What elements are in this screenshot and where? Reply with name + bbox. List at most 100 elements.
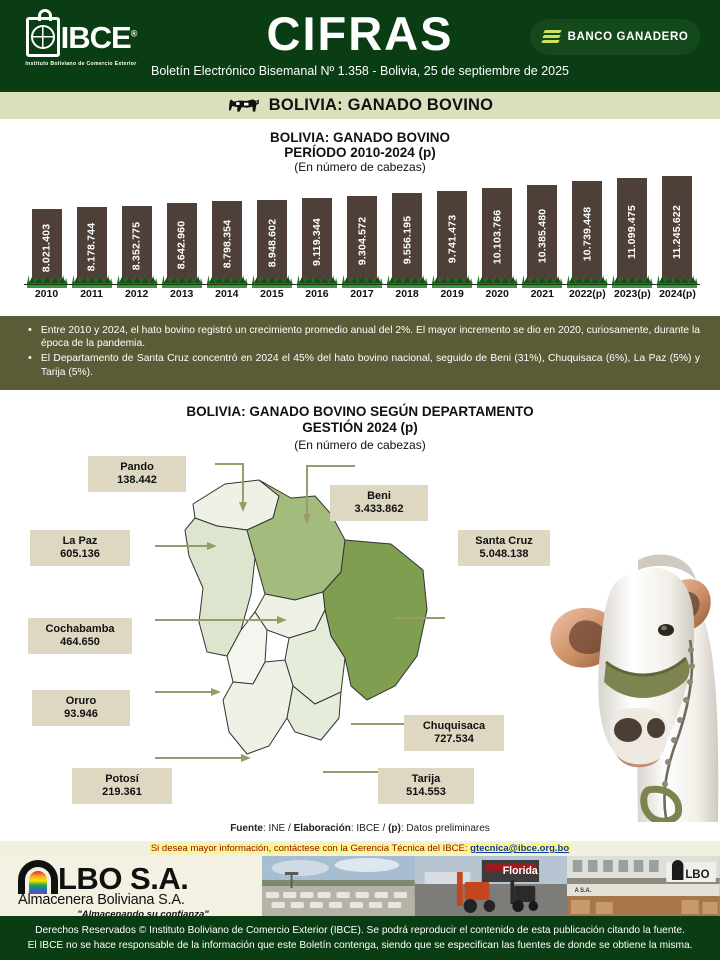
bar-column: 11.099.475 bbox=[610, 159, 655, 288]
contact-email-link[interactable]: gtecnica@ibce.org.bo bbox=[470, 843, 570, 854]
bar-2016: 9.119.344 bbox=[301, 197, 332, 287]
page-footer: Derechos Reservados © Instituto Bolivian… bbox=[0, 916, 720, 960]
albo-subtitle: Almacenera Boliviana S.A. bbox=[18, 892, 185, 908]
source-p-label: (p) bbox=[388, 823, 401, 834]
contact-bar: Si desea mayor información, contáctese c… bbox=[0, 841, 720, 856]
bar-column: 8.021.403 bbox=[24, 159, 69, 288]
grass-icon bbox=[296, 275, 338, 288]
ibce-logo-text: IBCE bbox=[60, 19, 132, 55]
map-label-value: 93.946 bbox=[64, 708, 98, 720]
source-elab-label: Elaboración bbox=[293, 823, 351, 834]
page-header: IBCE® Instituto Boliviano de Comercio Ex… bbox=[0, 0, 720, 92]
map-label-beni: Beni 3.433.862 bbox=[330, 485, 428, 521]
chart-section: BOLIVIA: GANADO BOVINO PERÍODO 2010-2024… bbox=[0, 119, 720, 315]
banco-ganadero-icon bbox=[540, 30, 562, 44]
map-label-value: 464.650 bbox=[60, 636, 100, 648]
bar-column: 8.642.960 bbox=[159, 159, 204, 288]
chart-title-line2: PERÍODO 2010-2024 (p) bbox=[284, 145, 436, 160]
bar-2017: 9.304.572 bbox=[346, 195, 377, 287]
bar-value-label: 9.304.572 bbox=[355, 217, 368, 266]
chart-axis-line bbox=[24, 284, 700, 285]
albo-arch-icon bbox=[18, 860, 58, 894]
bar-2018: 9.556.195 bbox=[392, 193, 423, 287]
bullet-icon: • bbox=[28, 324, 32, 336]
map-label-value: 219.361 bbox=[102, 786, 142, 798]
map-label-value: 138.442 bbox=[117, 474, 157, 486]
bar-value-label: 8.798.354 bbox=[220, 219, 233, 269]
bar-2022p: 10.739.448 bbox=[572, 181, 603, 287]
map-section: BOLIVIA: GANADO BOVINO SEGÚN DEPARTAMENT… bbox=[0, 390, 720, 840]
albo-logo[interactable]: LBO S.A. Almacenera Boliviana S.A. "Alma… bbox=[18, 860, 268, 916]
bar-value-label: 10.103.766 bbox=[491, 210, 504, 265]
bar-value-label: 8.642.960 bbox=[175, 220, 188, 270]
bar-column: 8.798.354 bbox=[204, 159, 249, 288]
bar-column: 8.178.744 bbox=[69, 159, 114, 288]
bar-value-label: 9.119.344 bbox=[310, 218, 323, 267]
x-axis-label: 2017 bbox=[350, 288, 374, 300]
map-label-value: 605.136 bbox=[60, 548, 100, 560]
grass-icon bbox=[567, 275, 608, 288]
bar-column: 9.741.473 bbox=[430, 159, 475, 288]
source-fuente-value: INE bbox=[268, 823, 286, 834]
map-label-name: Potosí bbox=[105, 773, 139, 785]
photo-label-florida: Florida bbox=[502, 865, 538, 877]
bar-column: 10.385.480 bbox=[520, 159, 565, 288]
source-elab-value: IBCE bbox=[356, 823, 380, 834]
x-axis-label: 2012 bbox=[124, 288, 149, 300]
footer-line-1: Derechos Reservados © Instituto Bolivian… bbox=[35, 925, 685, 936]
bar-value-label: 8.021.403 bbox=[40, 223, 53, 273]
footer-line-2: El IBCE no se hace responsable de la inf… bbox=[27, 940, 693, 951]
bar-column: 9.556.195 bbox=[385, 159, 430, 288]
section-title-strip: BOLIVIA: GANADO BOVINO bbox=[0, 92, 720, 119]
bar-2013: 8.642.960 bbox=[166, 202, 197, 287]
bar-value-label: 10.385.480 bbox=[536, 208, 549, 264]
bar-column: 8.352.775 bbox=[114, 159, 159, 288]
map-label-name: Chuquisaca bbox=[422, 720, 486, 732]
photo-yard bbox=[262, 856, 415, 916]
grass-icon bbox=[387, 275, 428, 288]
cow-photo bbox=[520, 522, 720, 825]
x-axis-label: 2018 bbox=[395, 288, 419, 300]
x-axis-label: 2019 bbox=[440, 288, 464, 300]
x-axis-label: 2013 bbox=[170, 288, 194, 300]
bolivia-map bbox=[155, 463, 445, 773]
grass-icon bbox=[432, 275, 473, 288]
map-label-cochabamba: Cochabamba 464.650 bbox=[28, 618, 132, 654]
banco-ganadero-badge[interactable]: BANCO GANADERO bbox=[530, 19, 700, 55]
bar-2014: 8.798.354 bbox=[211, 201, 242, 287]
map-subtitle: (En número de cabezas) bbox=[294, 438, 426, 452]
bar-2024p: 11.245.622 bbox=[662, 176, 693, 287]
cow-icon bbox=[228, 99, 259, 112]
chart-x-axis-labels: 2010 2011 2012 2013 2014 2015 2016 2017 2018 2019… bbox=[24, 288, 700, 306]
grass-icon bbox=[477, 275, 518, 288]
albo-wordmark: LBO S.A. bbox=[58, 861, 189, 896]
map-label-name: Pando bbox=[120, 461, 154, 473]
grass-icon bbox=[71, 275, 113, 288]
note-text: Entre 2010 y 2024, el hato bovino regist… bbox=[40, 325, 700, 350]
x-axis-label: 2016 bbox=[305, 288, 329, 300]
svg-text:A S.A.: A S.A. bbox=[575, 888, 592, 894]
chart-title: BOLIVIA: GANADO BOVINO PERÍODO 2010-2024… bbox=[0, 130, 720, 160]
x-axis-label: 2023(p) bbox=[614, 288, 651, 300]
source-line: Fuente: INE / Elaboración: IBCE / (p): D… bbox=[230, 823, 490, 834]
contact-text: Si desea mayor información, contáctese c… bbox=[148, 843, 572, 854]
map-label-oruro: Oruro 93.946 bbox=[32, 690, 130, 726]
grass-icon bbox=[612, 275, 653, 288]
map-title: BOLIVIA: GANADO BOVINO SEGÚN DEPARTAMENT… bbox=[0, 404, 720, 436]
x-axis-label: 2011 bbox=[80, 288, 103, 300]
chart-subtitle: (En número de cabezas) bbox=[294, 160, 426, 174]
note-item: • El Departamento de Santa Cruz concentr… bbox=[28, 352, 700, 378]
x-axis-label: 2014 bbox=[215, 288, 239, 300]
map-label-name: Cochabamba bbox=[45, 623, 115, 635]
map-region-tarija bbox=[286, 685, 342, 741]
x-axis-label: 2020 bbox=[485, 288, 509, 300]
source-p-value: Datos preliminares bbox=[406, 823, 490, 834]
bar-2020: 10.103.766 bbox=[482, 187, 513, 287]
map-title-line1: BOLIVIA: GANADO BOVINO SEGÚN DEPARTAMENT… bbox=[186, 404, 534, 419]
map-label-value: 514.553 bbox=[406, 786, 446, 798]
note-item: • Entre 2010 y 2024, el hato bovino regi… bbox=[28, 324, 700, 350]
x-axis-label: 2024(p) bbox=[659, 288, 696, 300]
bar-2010: 8.021.403 bbox=[31, 209, 62, 287]
bulletin-line: Boletín Electrónico Bisemanal Nº 1.358 -… bbox=[151, 64, 569, 78]
photo-warehouse: LBO A S.A. bbox=[567, 856, 720, 916]
